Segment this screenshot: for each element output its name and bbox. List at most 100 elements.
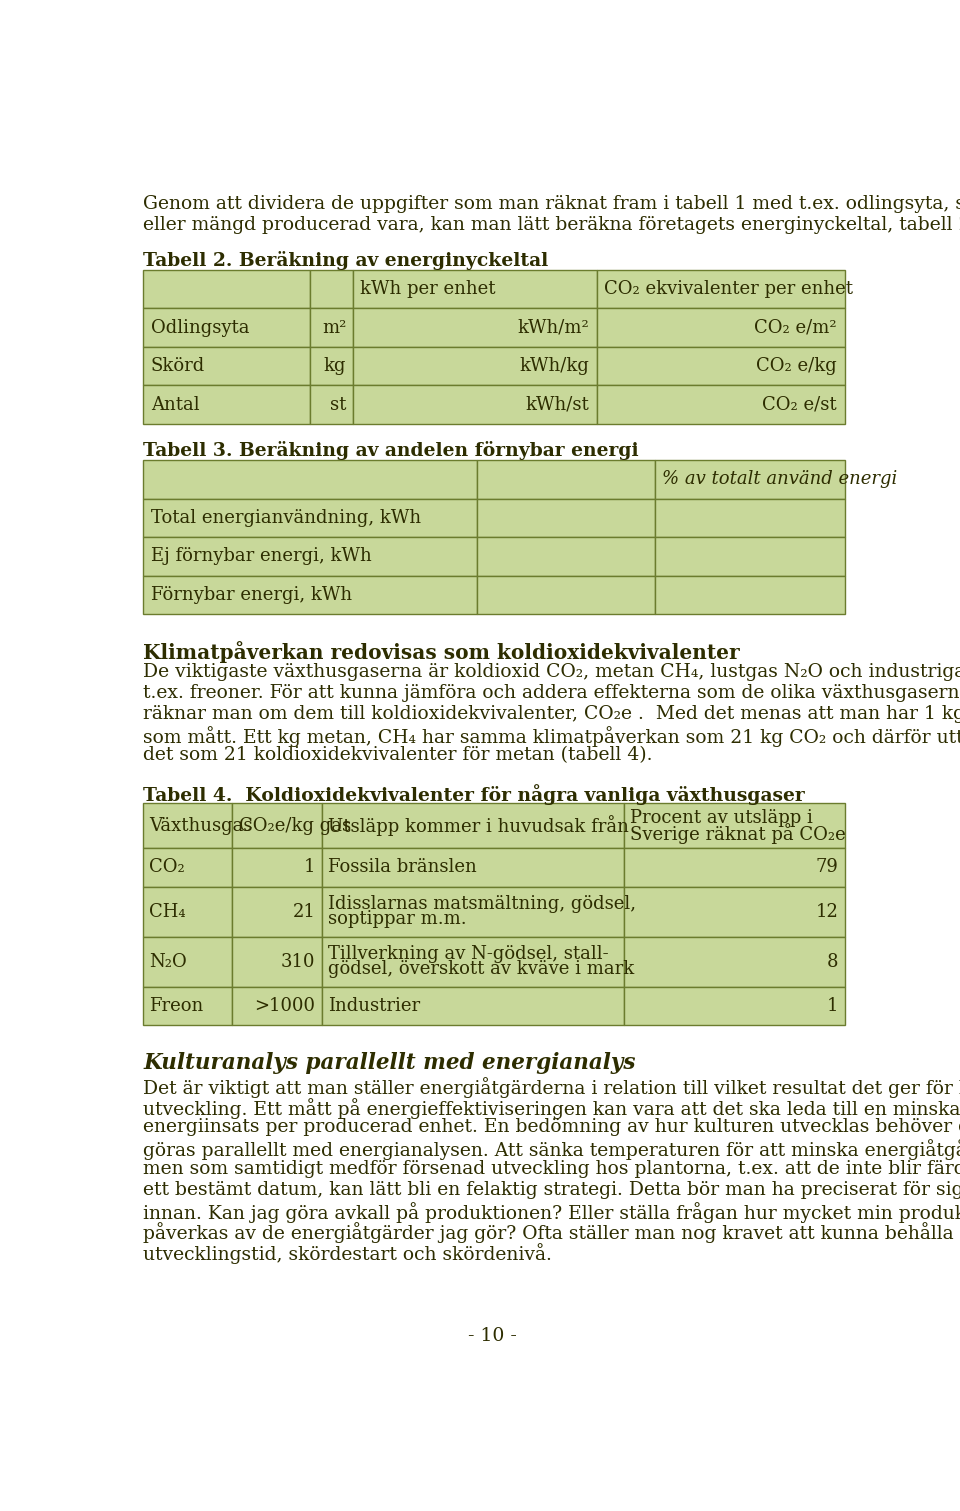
- Bar: [310, 348, 352, 385]
- Bar: [352, 385, 596, 425]
- Bar: [352, 308, 596, 348]
- Text: >1000: >1000: [254, 997, 315, 1015]
- Text: soptippar m.m.: soptippar m.m.: [327, 910, 467, 928]
- Text: 79: 79: [816, 858, 838, 876]
- Bar: [143, 536, 476, 576]
- Text: st: st: [330, 396, 347, 414]
- Text: 1: 1: [303, 858, 315, 876]
- Bar: [322, 848, 624, 887]
- Text: CO₂ ekvivalenter per enhet: CO₂ ekvivalenter per enhet: [605, 280, 853, 298]
- Text: Tillverkning av N-gödsel, stall-: Tillverkning av N-gödsel, stall-: [327, 944, 609, 963]
- Bar: [596, 348, 845, 385]
- Text: kWh/kg: kWh/kg: [519, 357, 588, 375]
- Bar: [476, 576, 655, 613]
- Bar: [143, 987, 232, 1026]
- Bar: [143, 385, 310, 425]
- Text: kWh/st: kWh/st: [525, 396, 588, 414]
- Text: Procent av utsläpp i: Procent av utsläpp i: [630, 808, 813, 827]
- Text: 21: 21: [293, 902, 315, 920]
- Text: göras parallellt med energianalysen. Att sänka temperaturen för att minska energ: göras parallellt med energianalysen. Att…: [143, 1139, 960, 1160]
- Text: - 10 -: - 10 -: [468, 1327, 516, 1345]
- Text: räknar man om dem till koldioxidekvivalenter, CO₂e .  Med det menas att man har : räknar man om dem till koldioxidekvivale…: [143, 706, 960, 722]
- Bar: [143, 270, 310, 308]
- Text: CO₂: CO₂: [150, 858, 185, 876]
- Bar: [143, 848, 232, 887]
- Bar: [310, 385, 352, 425]
- Text: Sverige räknat på CO₂e: Sverige räknat på CO₂e: [630, 823, 846, 845]
- Bar: [476, 536, 655, 576]
- Bar: [322, 987, 624, 1026]
- Bar: [352, 270, 596, 308]
- Bar: [596, 308, 845, 348]
- Text: Tabell 2. Beräkning av energinyckeltal: Tabell 2. Beräkning av energinyckeltal: [143, 251, 548, 269]
- Bar: [322, 887, 624, 937]
- Text: t.ex. freoner. För att kunna jämföra och addera effekterna som de olika växthusg: t.ex. freoner. För att kunna jämföra och…: [143, 684, 960, 703]
- Bar: [655, 536, 845, 576]
- Bar: [143, 459, 476, 499]
- Text: CO₂e/kg gas: CO₂e/kg gas: [239, 817, 350, 834]
- Bar: [232, 987, 322, 1026]
- Text: Freon: Freon: [150, 997, 204, 1015]
- Bar: [143, 887, 232, 937]
- Text: gödsel, överskott av kväve i mark: gödsel, överskott av kväve i mark: [327, 961, 634, 979]
- Bar: [624, 937, 845, 987]
- Text: Klimatpåverkan redovisas som koldioxidekvivalenter: Klimatpåverkan redovisas som koldioxidek…: [143, 641, 740, 663]
- Bar: [476, 499, 655, 536]
- Bar: [476, 459, 655, 499]
- Text: utveckling. Ett mått på energieffektiviseringen kan vara att det ska leda till e: utveckling. Ett mått på energieffektivis…: [143, 1097, 960, 1118]
- Bar: [624, 804, 845, 848]
- Bar: [322, 937, 624, 987]
- Text: 8: 8: [827, 953, 838, 970]
- Text: Skörd: Skörd: [151, 357, 205, 375]
- Bar: [232, 848, 322, 887]
- Bar: [232, 887, 322, 937]
- Text: kWh per enhet: kWh per enhet: [360, 280, 495, 298]
- Text: CO₂ e/kg: CO₂ e/kg: [756, 357, 837, 375]
- Text: som mått. Ett kg metan, CH₄ har samma klimatpåverkan som 21 kg CO₂ och därför ut: som mått. Ett kg metan, CH₄ har samma kl…: [143, 725, 960, 746]
- Text: m²: m²: [322, 319, 347, 337]
- Text: kWh/m²: kWh/m²: [517, 319, 588, 337]
- Bar: [310, 270, 352, 308]
- Text: De viktigaste växthusgaserna är koldioxid CO₂, metan CH₄, lustgas N₂O och indust: De viktigaste växthusgaserna är koldioxi…: [143, 663, 960, 681]
- Bar: [655, 576, 845, 613]
- Bar: [232, 937, 322, 987]
- Text: Odlingsyta: Odlingsyta: [151, 319, 250, 337]
- Text: det som 21 koldioxidekvivalenter för metan (tabell 4).: det som 21 koldioxidekvivalenter för met…: [143, 746, 653, 765]
- Bar: [655, 499, 845, 536]
- Text: innan. Kan jag göra avkall på produktionen? Eller ställa frågan hur mycket min p: innan. Kan jag göra avkall på produktion…: [143, 1201, 960, 1222]
- Text: Förnybar energi, kWh: Förnybar energi, kWh: [151, 586, 352, 604]
- Text: 1: 1: [827, 997, 838, 1015]
- Bar: [655, 459, 845, 499]
- Bar: [232, 804, 322, 848]
- Bar: [596, 385, 845, 425]
- Bar: [143, 804, 232, 848]
- Bar: [143, 308, 310, 348]
- Text: Tabell 3. Beräkning av andelen förnybar energi: Tabell 3. Beräkning av andelen förnybar …: [143, 441, 638, 459]
- Text: Fossila bränslen: Fossila bränslen: [327, 858, 476, 876]
- Text: Antal: Antal: [151, 396, 200, 414]
- Bar: [322, 804, 624, 848]
- Bar: [310, 308, 352, 348]
- Text: Utsläpp kommer i huvudsak från: Utsläpp kommer i huvudsak från: [327, 816, 629, 836]
- Text: CH₄: CH₄: [150, 902, 186, 920]
- Text: Kulturanalys parallellt med energianalys: Kulturanalys parallellt med energianalys: [143, 1052, 636, 1074]
- Text: Genom att dividera de uppgifter som man räknat fram i tabell 1 med t.ex. odlings: Genom att dividera de uppgifter som man …: [143, 195, 960, 213]
- Text: CO₂ e/st: CO₂ e/st: [762, 396, 837, 414]
- Bar: [624, 987, 845, 1026]
- Text: eller mängd producerad vara, kan man lätt beräkna företagets energinyckeltal, ta: eller mängd producerad vara, kan man lät…: [143, 216, 960, 234]
- Text: CO₂ e/m²: CO₂ e/m²: [755, 319, 837, 337]
- Text: ett bestämt datum, kan lätt bli en felaktig strategi. Detta bör man ha precisera: ett bestämt datum, kan lätt bli en felak…: [143, 1180, 960, 1198]
- Text: Växthusgas: Växthusgas: [150, 817, 252, 834]
- Text: Total energianvändning, kWh: Total energianvändning, kWh: [151, 509, 421, 527]
- Bar: [596, 270, 845, 308]
- Text: N₂O: N₂O: [150, 953, 187, 970]
- Text: 310: 310: [280, 953, 315, 970]
- Text: Ej förnybar energi, kWh: Ej förnybar energi, kWh: [151, 547, 372, 565]
- Bar: [143, 937, 232, 987]
- Bar: [352, 348, 596, 385]
- Text: men som samtidigt medför försenad utveckling hos plantorna, t.ex. att de inte bl: men som samtidigt medför försenad utveck…: [143, 1160, 960, 1179]
- Text: % av totalt använd energi: % av totalt använd energi: [662, 470, 898, 488]
- Text: utvecklingstid, skördestart och skördenivå.: utvecklingstid, skördestart och skördeni…: [143, 1244, 552, 1265]
- Text: Det är viktigt att man ställer energiåtgärderna i relation till vilket resultat : Det är viktigt att man ställer energiåtg…: [143, 1077, 960, 1098]
- Bar: [624, 848, 845, 887]
